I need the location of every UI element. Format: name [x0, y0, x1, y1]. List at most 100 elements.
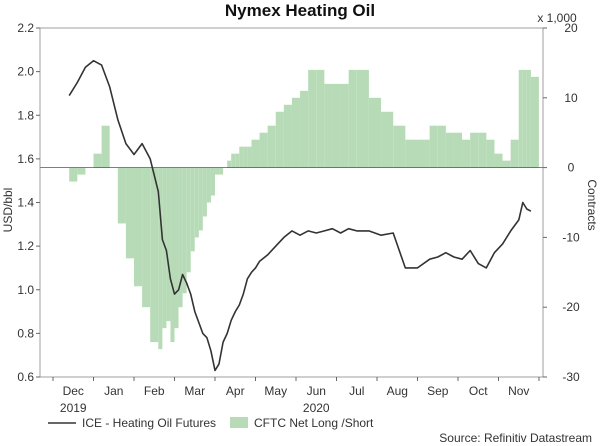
contracts-bar — [381, 111, 394, 168]
contracts-bar — [522, 69, 527, 168]
contracts-bar — [243, 146, 248, 168]
contracts-bar — [255, 139, 260, 168]
right-tick-label: -10 — [562, 230, 580, 244]
contracts-bar — [300, 90, 309, 168]
contracts-bar — [194, 167, 199, 238]
contracts-bar — [478, 132, 487, 168]
contracts-bar — [215, 167, 220, 175]
x-tick-label: Dec — [63, 384, 84, 398]
contracts-bar — [308, 69, 317, 168]
right-tick-label: -30 — [562, 370, 580, 384]
contracts-bar — [170, 167, 175, 343]
contracts-bar — [162, 167, 167, 329]
left-tick-label: 2.2 — [17, 21, 34, 35]
x-tick-label: Jul — [349, 384, 364, 398]
contracts-bar — [332, 83, 341, 168]
contracts-bar — [178, 167, 183, 308]
chart-title: Nymex Heating Oil — [225, 1, 375, 20]
x-tick-label: Jan — [104, 384, 123, 398]
contracts-bar — [510, 139, 519, 168]
x-tick-label: Oct — [469, 384, 488, 398]
contracts-bar — [417, 139, 430, 168]
contracts-bar — [530, 76, 539, 168]
contracts-bar — [69, 167, 78, 182]
contracts-bar — [227, 160, 232, 168]
contracts-bar — [526, 69, 531, 168]
contracts-bar — [77, 167, 86, 175]
left-axis: 0.6 0.8 1.0 1.2 1.4 1.6 1.8 2.0 2.2 — [17, 21, 40, 384]
left-tick-label: 0.8 — [17, 326, 34, 340]
x-tick-label: Nov — [508, 384, 529, 398]
x-tick-label: Jun — [307, 384, 326, 398]
legend: ICE - Heating Oil Futures CFTC Net Long /… — [48, 416, 374, 430]
x-axis: Dec Jan Feb Mar Apr May Jun Jul Aug Sep Oct Nov 2019… — [52, 377, 540, 415]
contracts-bar — [235, 153, 240, 168]
plot-frame — [39, 27, 544, 378]
contracts-bar — [445, 132, 454, 168]
year-label: 2019 — [60, 401, 87, 415]
contracts-bar — [206, 167, 211, 203]
x-tick-label: Feb — [144, 384, 165, 398]
contracts-bar — [462, 139, 471, 168]
contracts-bar — [393, 125, 406, 168]
contracts-bar — [158, 167, 163, 350]
source-label: Source: Refinitiv Datastream — [439, 431, 592, 445]
contracts-bar — [174, 167, 179, 329]
contracts-bar — [186, 167, 191, 273]
contracts-bar — [368, 97, 382, 168]
contracts-bar — [251, 139, 256, 168]
contracts-bar — [316, 69, 325, 168]
contracts-bar — [324, 83, 333, 168]
contracts-bar — [117, 167, 126, 224]
contracts-bar — [453, 132, 463, 168]
contracts-bar — [494, 153, 503, 168]
right-tick-label: -20 — [562, 300, 580, 314]
contracts-bar — [348, 69, 357, 168]
contracts-bar — [150, 167, 159, 343]
contracts-bar — [231, 153, 236, 168]
x-tick-label: Sep — [427, 384, 449, 398]
contracts-bar — [182, 167, 187, 294]
left-tick-label: 1.4 — [17, 196, 34, 210]
contracts-bar — [239, 146, 244, 168]
x-tick-label: Mar — [184, 384, 205, 398]
contracts-bar — [247, 146, 252, 168]
price-line — [68, 59, 532, 372]
legend-area-swatch — [230, 417, 248, 428]
contracts-bar — [518, 69, 523, 168]
contracts-bar — [356, 69, 369, 168]
contracts-bar — [437, 125, 446, 168]
legend-label-contracts: CFTC Net Long /Short — [254, 416, 374, 430]
contracts-bar — [142, 167, 151, 308]
contracts-bar — [340, 83, 349, 168]
right-axis-title: Contracts — [585, 179, 599, 230]
left-tick-label: 1.8 — [17, 108, 34, 122]
contracts-bar — [219, 167, 224, 175]
left-axis-title: USD/bbl — [1, 188, 15, 233]
legend-label-price: ICE - Heating Oil Futures — [82, 416, 216, 430]
left-tick-label: 2.0 — [17, 65, 34, 79]
contracts-bar — [259, 132, 268, 168]
contracts-bar — [275, 111, 284, 168]
right-tick-label: 20 — [564, 21, 578, 35]
contracts-bar — [502, 160, 511, 168]
right-axis-multiplier: x 1,000 — [537, 11, 577, 25]
contracts-area — [69, 69, 539, 350]
year-label: 2020 — [303, 401, 330, 415]
left-tick-label: 1.6 — [17, 152, 34, 166]
contracts-bar — [429, 125, 438, 168]
contracts-bar — [210, 167, 215, 196]
contracts-bar — [93, 153, 102, 168]
contracts-bar — [202, 167, 207, 217]
contracts-bar — [470, 132, 479, 168]
contracts-bar — [405, 139, 418, 168]
contracts-bar — [486, 139, 495, 168]
contracts-bar — [291, 97, 301, 168]
right-tick-label: 0 — [568, 161, 575, 175]
contracts-bar — [198, 167, 203, 231]
contracts-bar — [190, 167, 195, 252]
contracts-bar — [134, 167, 143, 287]
x-tick-label: May — [264, 384, 287, 398]
left-tick-label: 1.0 — [17, 283, 34, 297]
